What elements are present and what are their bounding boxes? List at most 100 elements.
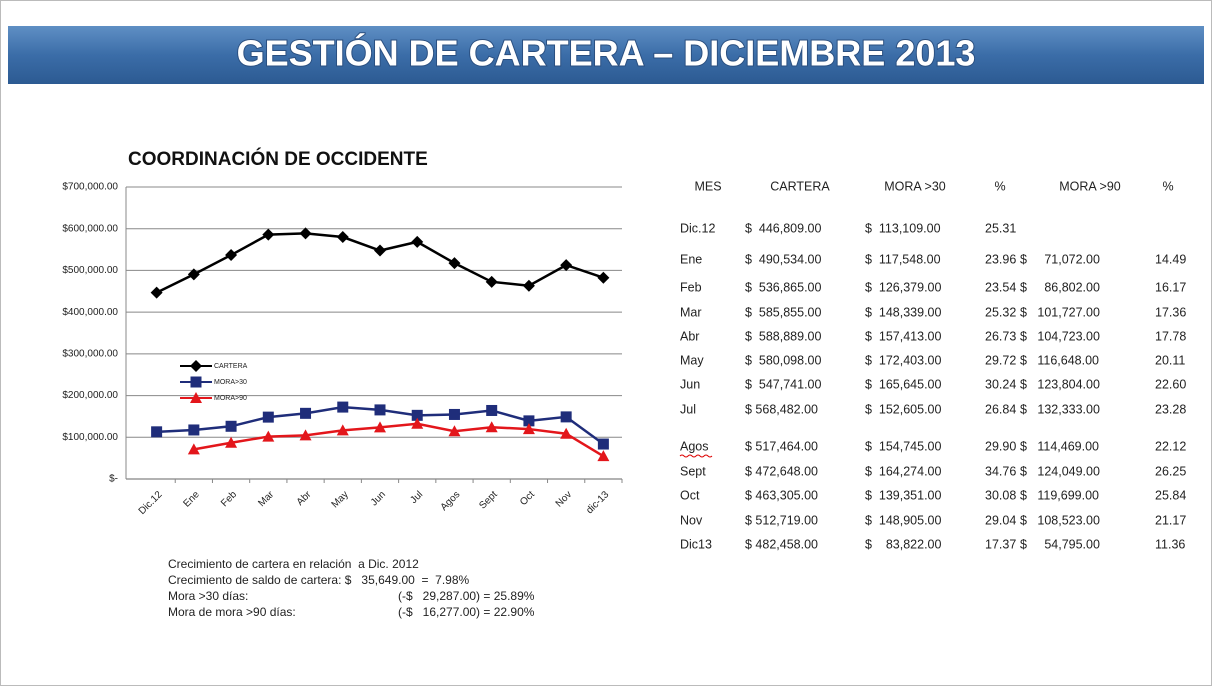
data-point xyxy=(225,249,238,262)
table-cell: 30.24 xyxy=(985,377,1016,391)
table-cell: 20.11 xyxy=(1155,353,1185,367)
table-header: CARTERA xyxy=(770,179,830,193)
table-header: % xyxy=(1162,179,1173,193)
spell-underline xyxy=(679,454,713,458)
data-point xyxy=(485,421,498,433)
table-cell: $ 580,098.00 xyxy=(745,353,822,367)
data-point xyxy=(522,279,535,292)
data-point xyxy=(225,420,237,432)
data-point xyxy=(560,259,573,272)
legend-label: MORA>90 xyxy=(214,395,247,402)
table-cell: $ 164,274.00 xyxy=(865,464,942,478)
table-cell: $ 463,305.00 xyxy=(745,488,818,502)
table-cell: $ 86,802.00 xyxy=(1020,280,1100,294)
table-cell: $ 124,049.00 xyxy=(1020,464,1100,478)
table-cell: $ 568,482.00 xyxy=(745,402,818,416)
month-cell: Agos xyxy=(680,439,709,453)
table-cell: $ 472,648.00 xyxy=(745,464,818,478)
table-cell: $ 172,403.00 xyxy=(865,353,942,367)
table-cell: $ 148,339.00 xyxy=(865,305,942,319)
data-point xyxy=(560,411,572,423)
y-tick-label: $- xyxy=(109,474,118,485)
table-cell: 23.28 xyxy=(1155,402,1186,416)
table-cell: 17.37 xyxy=(985,537,1016,551)
table-cell: 16.17 xyxy=(1155,280,1186,294)
data-point xyxy=(150,286,163,299)
table-cell: 26.25 xyxy=(1155,464,1186,478)
table-cell: 25.84 xyxy=(1155,488,1186,502)
data-point xyxy=(300,407,312,419)
data-point xyxy=(560,427,573,439)
table-cell: $ 547,741.00 xyxy=(745,377,822,391)
y-tick-label: $100,000.00 xyxy=(62,432,118,443)
data-point xyxy=(597,271,610,284)
table-cell: 11.36 xyxy=(1155,537,1185,551)
y-tick-label: $600,000.00 xyxy=(62,223,118,234)
data-point xyxy=(262,228,275,241)
month-cell: Jun xyxy=(680,377,700,391)
table-header: MORA >30 xyxy=(884,179,946,193)
table-cell: $ 54,795.00 xyxy=(1020,537,1100,551)
table-cell: 30.08 xyxy=(985,488,1016,502)
table-cell: $ 482,458.00 xyxy=(745,537,818,551)
month-cell: Oct xyxy=(680,488,700,502)
data-point xyxy=(486,404,498,416)
header-bar xyxy=(8,26,1204,84)
data-point xyxy=(299,429,312,441)
table-header: MORA >90 xyxy=(1059,179,1121,193)
data-point xyxy=(262,411,274,423)
month-cell: Abr xyxy=(680,329,699,343)
series-line xyxy=(193,422,605,458)
data-point xyxy=(597,438,609,450)
table-cell: $ 512,719.00 xyxy=(745,513,818,527)
month-cell: Dic13 xyxy=(680,537,712,551)
data-point xyxy=(187,443,200,455)
chart-title: COORDINACIÓN DE OCCIDENTE xyxy=(128,148,428,170)
month-cell: Dic.12 xyxy=(680,221,715,235)
table-cell: $ 104,723.00 xyxy=(1020,329,1100,343)
data-point xyxy=(374,244,386,257)
table-cell: $ 117,548.00 xyxy=(865,252,941,266)
y-tick-label: $700,000.00 xyxy=(62,182,118,193)
table-cell: 22.60 xyxy=(1155,377,1186,391)
y-tick-label: $400,000.00 xyxy=(62,307,118,318)
data-point xyxy=(299,227,312,240)
table-cell: $ 132,333.00 xyxy=(1020,402,1100,416)
table-cell: 23.54 xyxy=(985,280,1016,294)
table-header: MES xyxy=(694,179,721,193)
month-cell: Mar xyxy=(680,305,702,319)
table-cell: $ 116,648.00 xyxy=(1020,353,1099,367)
month-cell: Feb xyxy=(680,280,702,294)
note-heading: Crecimiento de cartera en relación a Dic… xyxy=(168,557,419,571)
table-cell: 34.76 xyxy=(985,464,1016,478)
slide-title: GESTIÓN DE CARTERA – DICIEMBRE 2013 xyxy=(237,32,976,74)
month-cell: Sept xyxy=(680,464,706,478)
note-text: (-$ 16,277.00) = 22.90% xyxy=(398,605,535,619)
legend-marker xyxy=(190,376,202,388)
table-cell: $ 490,534.00 xyxy=(745,252,822,266)
data-point xyxy=(336,231,349,244)
table-cell: $ 517,464.00 xyxy=(745,439,818,453)
legend-marker xyxy=(190,360,202,372)
data-point xyxy=(374,421,386,433)
month-cell: May xyxy=(680,353,704,367)
table-cell: $ 148,905.00 xyxy=(865,513,942,527)
data-point xyxy=(411,417,424,429)
data-point xyxy=(523,415,535,427)
note-text: (-$ 29,287.00) = 25.89% xyxy=(398,589,535,603)
table-cell: $ 154,745.00 xyxy=(865,439,942,453)
data-point xyxy=(188,424,200,436)
data-point xyxy=(187,268,200,281)
note-text: Mora de mora >90 días: xyxy=(168,605,296,619)
table-cell: $ 101,727.00 xyxy=(1020,305,1100,319)
data-point xyxy=(448,408,460,420)
table-cell: 25.31 xyxy=(985,221,1016,235)
data-point xyxy=(597,450,610,462)
month-cell: Jul xyxy=(680,402,696,416)
data-point xyxy=(374,404,386,416)
y-tick-label: $200,000.00 xyxy=(62,390,118,401)
data-point xyxy=(448,257,461,270)
month-cell: Nov xyxy=(680,513,703,527)
table-cell: 25.32 xyxy=(985,305,1016,319)
